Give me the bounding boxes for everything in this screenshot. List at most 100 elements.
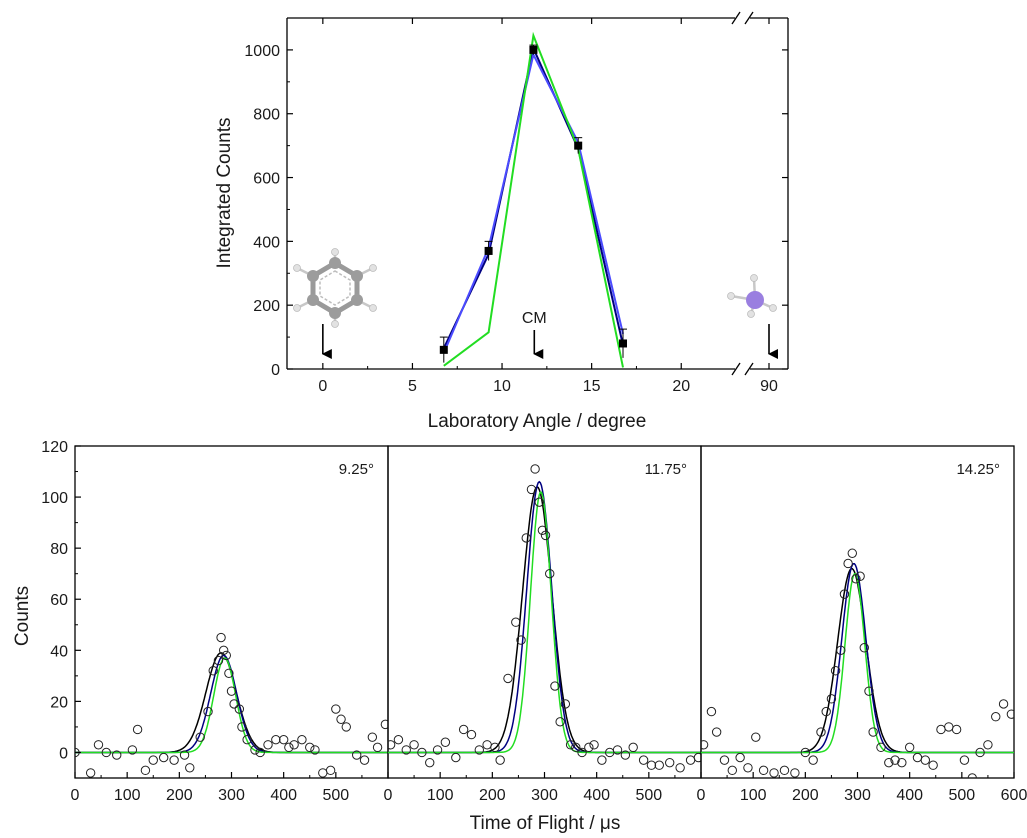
tof-data-point — [975, 747, 985, 758]
y-tick-label: 0 — [271, 362, 280, 379]
tof-x-tick-label: 300 — [531, 787, 558, 804]
tof-y-axis-label: Counts — [12, 586, 33, 646]
tof-data-point — [359, 755, 370, 765]
tof-data-point — [540, 530, 551, 541]
tof-data-point — [577, 747, 587, 758]
x-tick-label: 20 — [672, 378, 690, 395]
tof-data-point — [859, 643, 869, 653]
tof-x-tick-label: 200 — [792, 787, 819, 804]
data-point — [439, 345, 448, 354]
fit-curves — [75, 652, 388, 754]
tof-data-point — [944, 722, 954, 732]
tof-y-tick-label: 80 — [50, 541, 68, 558]
tof-data-point — [458, 724, 469, 735]
tof-data-point — [534, 497, 544, 507]
tof-data-point — [758, 765, 769, 776]
tof-x-tick-label: 600 — [1001, 787, 1027, 804]
tof-data-point — [234, 704, 245, 714]
tof-data-point — [959, 755, 970, 765]
tof-data-point — [675, 763, 685, 773]
tof-data-point — [185, 763, 195, 773]
x-tick-label: 10 — [493, 378, 511, 395]
tof-x-tick-label: 100 — [427, 787, 454, 804]
tof-data-point — [336, 714, 346, 724]
tof-data-point — [112, 750, 122, 760]
tof-data-point — [380, 719, 388, 730]
tof-data-point — [589, 740, 599, 750]
tof-data-point — [195, 732, 205, 742]
tof-y-tick-label: 20 — [50, 694, 68, 711]
tof-data-point — [904, 742, 915, 753]
tof-data-point — [495, 755, 505, 765]
tof-data-point — [843, 558, 853, 569]
tof-data-point — [597, 755, 607, 765]
tof-data-point — [1006, 709, 1014, 719]
tof-data-point — [727, 765, 737, 776]
tof-data-point — [855, 571, 865, 581]
tof-data-point — [638, 755, 649, 765]
axis-break-mark — [744, 362, 754, 376]
tof-data-point — [808, 755, 818, 765]
fit-curve-2 — [388, 491, 701, 754]
y-tick-label: 600 — [253, 171, 280, 188]
tof-data-point — [620, 750, 631, 760]
tof-x-tick-label: 300 — [844, 787, 871, 804]
tof-data-point — [711, 727, 722, 737]
tof-x-tick-label: 400 — [583, 787, 610, 804]
tof-data-point — [751, 732, 761, 742]
tof-data-point — [213, 655, 224, 666]
x-tick-label: 15 — [583, 378, 601, 395]
tof-data-point — [325, 765, 336, 776]
tof-data-point — [991, 712, 1001, 722]
tof-data-point — [735, 752, 745, 763]
tof-data-point — [93, 740, 104, 750]
tof-data-point — [169, 755, 179, 765]
tof-data-point — [474, 745, 484, 755]
tof-data-point — [331, 704, 341, 714]
tof-data-point — [521, 533, 531, 543]
tof-data-point — [203, 706, 213, 717]
tof-data-point — [310, 745, 320, 755]
panel-frame — [700, 445, 1015, 779]
tof-data-point — [226, 686, 237, 696]
tof-data-point — [719, 755, 730, 765]
tof-data-point — [537, 525, 548, 535]
tof-panels: 0 100 200 300 400 500 9.25° 0 100 200 300 400 500 11.… — [71, 445, 1027, 804]
tof-data-point — [451, 752, 461, 763]
tof-x-axis-label: Time of Flight / μs — [470, 813, 621, 834]
tof-panel-0: 0 100 200 300 400 500 9.25° — [71, 445, 389, 804]
tof-data-point — [884, 757, 894, 768]
tof-data-point — [388, 740, 396, 750]
top-axis-ticks: 0 200 400 600 800 1000 0 5 10 15 20 90 — [244, 18, 788, 395]
tof-data-point — [830, 666, 841, 676]
data-point — [484, 246, 493, 255]
tof-data-point — [440, 737, 451, 747]
tof-data-point — [555, 717, 565, 727]
tof-data-point — [318, 768, 328, 778]
tof-data-point — [466, 729, 477, 740]
tof-data-point — [530, 464, 540, 474]
tof-x-tick-label: 300 — [218, 787, 245, 804]
tof-data-point — [769, 768, 779, 778]
y-tick-label: 1000 — [244, 43, 280, 60]
tof-data-point — [140, 765, 151, 776]
tof-panel-2: 0 100 200 300 400 500 600 14.25° — [697, 445, 1027, 804]
tof-data-point — [628, 742, 638, 753]
tof-data-point — [665, 757, 675, 768]
data-point — [574, 141, 583, 150]
tof-data-point — [800, 747, 811, 758]
tof-data-point — [693, 752, 701, 763]
tof-data-point — [224, 668, 234, 678]
x-tick-label: 5 — [408, 378, 417, 395]
tof-y-tick-label: 100 — [41, 490, 68, 507]
tof-data-point — [545, 568, 555, 579]
tof-x-tick-label: 100 — [740, 787, 767, 804]
tof-data-point — [511, 617, 521, 627]
top-annotations: CM — [321, 310, 778, 359]
tof-data-point — [372, 742, 383, 753]
tof-data-point — [425, 757, 435, 768]
axis-break-mark — [731, 362, 741, 376]
fit-curve-1 — [701, 562, 1014, 754]
